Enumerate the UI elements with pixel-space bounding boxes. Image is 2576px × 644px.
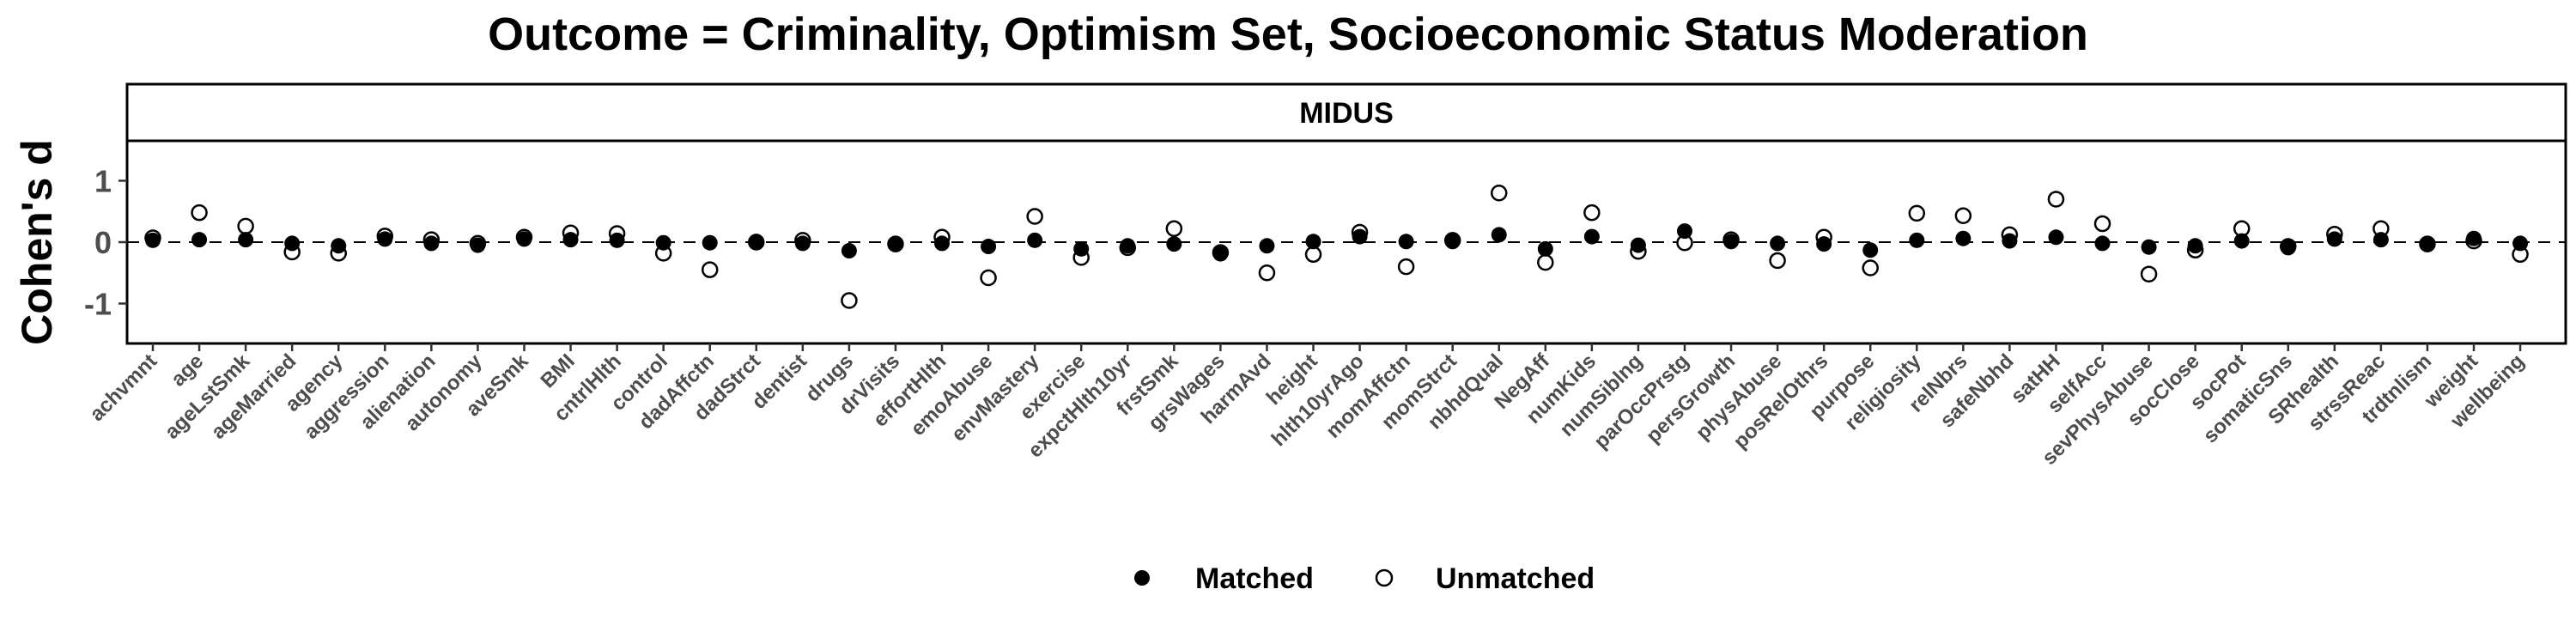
matched-point-agency [331, 238, 347, 254]
matched-point-drVisits [887, 236, 903, 252]
matched-point-sevPhysAbuse [2141, 239, 2157, 255]
matched-point-effortHlth [934, 235, 951, 252]
matched-point-aveSmk [516, 231, 532, 247]
unmatched-point-physAbuse [1769, 252, 1786, 270]
matched-point-hlth10yrAgo [1352, 228, 1368, 245]
y-axis-label: Cohen's d [13, 139, 61, 345]
facet-strip [125, 82, 2567, 143]
matched-point-SRhealth [2326, 231, 2342, 247]
unmatched-point-numKids [1583, 204, 1601, 222]
unmatched-point-dadAffctn [701, 261, 719, 278]
matched-point-religiosity [1909, 232, 1925, 248]
matched-point-aggression [377, 231, 393, 247]
matched-point-dadAffctn [702, 234, 718, 251]
y-tick-label: 1 [94, 163, 112, 198]
y-tick-label: -1 [84, 287, 112, 322]
matched-point-dadStrct [748, 234, 764, 250]
matched-point-grsWages [1212, 246, 1229, 262]
matched-point-numSiblng [1630, 237, 1646, 253]
facet-strip-label: MIDUS [1299, 97, 1394, 130]
unmatched-point-ageLstSmk [237, 217, 254, 235]
matched-point-alienation [423, 235, 440, 252]
matched-points [145, 223, 2529, 262]
matched-point-frstSmk [1166, 236, 1182, 252]
matched-point-dentist [794, 235, 811, 252]
matched-point-ageMarried [284, 235, 301, 252]
matched-point-strssReac [2372, 232, 2389, 248]
x-axis: achvmnt ageageLstSmkageMarriedagencyaggre… [85, 343, 2529, 470]
matched-point-age [191, 232, 208, 248]
matched-point-exercise [1073, 240, 1090, 257]
matched-point-momAffctn [1398, 234, 1414, 250]
y-axis: -1 0 1 [84, 163, 127, 322]
legend-marker-matched [1134, 570, 1150, 586]
unmatched-point-emoAbuse [980, 269, 997, 287]
matched-point-purpose [1862, 242, 1879, 258]
y-tick-label: 0 [94, 225, 112, 260]
unmatched-point-envMastery [1026, 208, 1043, 225]
legend: Matched Unmatched [1134, 562, 1595, 595]
unmatched-point-sevPhysAbuse [2140, 265, 2158, 283]
unmatched-point-harmAvd [1258, 264, 1276, 282]
matched-point-wellbeing [2512, 235, 2529, 252]
matched-point-harmAvd [1259, 238, 1275, 254]
matched-point-socClose [2187, 238, 2203, 254]
unmatched-point-satHH [2047, 191, 2065, 208]
matched-point-socPot [2233, 233, 2250, 249]
unmatched-point-momAffctn [1397, 258, 1415, 276]
matched-point-height [1305, 234, 1321, 250]
legend-marker-unmatched [1375, 568, 1394, 587]
unmatched-point-religiosity [1908, 204, 1926, 222]
unmatched-point-frstSmk [1165, 220, 1183, 238]
matched-point-achvmnt [145, 232, 161, 248]
x-tick-label-achvmnt: achvmnt [85, 349, 161, 426]
unmatched-point-nbhdQual [1490, 185, 1508, 202]
matched-point-relNbrs [1955, 230, 1971, 246]
unmatched-point-age [191, 204, 208, 222]
unmatched-point-height [1304, 246, 1322, 264]
unmatched-point-relNbrs [1954, 207, 1972, 224]
matched-point-nbhdQual [1491, 227, 1507, 243]
chart-title: Outcome = Criminality, Optimism Set, Soc… [488, 9, 2088, 60]
matched-point-parOccPrstg [1676, 223, 1692, 240]
matched-point-ageLstSmk [238, 232, 254, 248]
matched-point-satHH [2048, 229, 2064, 246]
matched-point-numKids [1583, 228, 1600, 245]
matched-point-emoAbuse [981, 239, 997, 255]
unmatched-point-drugs [841, 292, 858, 309]
matched-point-physAbuse [1770, 235, 1786, 252]
matched-point-autonomy [470, 237, 486, 253]
matched-point-drugs [841, 243, 857, 259]
matched-point-envMastery [1027, 232, 1043, 248]
matched-point-persGrowth [1723, 234, 1740, 250]
matched-point-safeNbhd [2002, 233, 2018, 249]
matched-point-control [655, 234, 671, 251]
matched-point-weight [2466, 230, 2482, 246]
matched-point-expctHlth10yr [1120, 238, 1136, 254]
matched-point-trdtnlism [2419, 236, 2435, 252]
unmatched-point-purpose [1862, 259, 1879, 276]
unmatched-point-selfAcc [2093, 215, 2111, 233]
matched-point-selfAcc [2094, 235, 2111, 252]
legend-label-unmatched: Unmatched [1436, 562, 1595, 595]
matched-point-BMI [562, 232, 579, 248]
matched-point-somaticSns [2280, 240, 2296, 256]
matched-point-posRelOthrs [1816, 236, 1832, 252]
legend-label-matched: Matched [1195, 562, 1314, 595]
unmatched-point-NegAff [1537, 253, 1554, 271]
matched-point-cntrlHlth [609, 232, 625, 248]
matched-point-momStrct [1444, 234, 1461, 250]
matched-point-NegAff [1537, 240, 1553, 257]
